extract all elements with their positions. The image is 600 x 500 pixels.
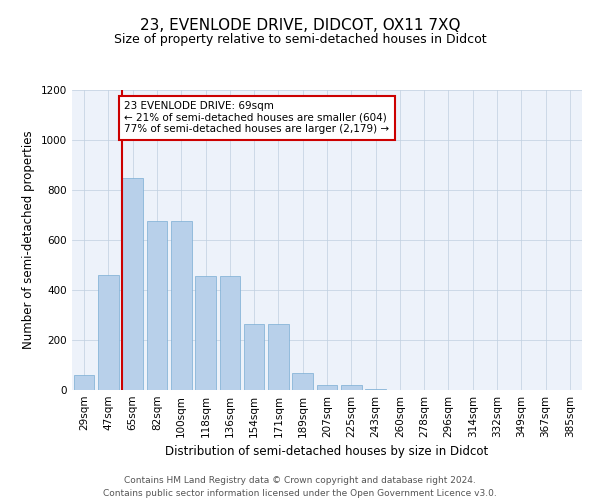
Bar bbox=[74, 375, 94, 390]
Bar bbox=[122, 178, 143, 390]
Y-axis label: Number of semi-detached properties: Number of semi-detached properties bbox=[22, 130, 35, 350]
Text: Contains HM Land Registry data © Crown copyright and database right 2024.
Contai: Contains HM Land Registry data © Crown c… bbox=[103, 476, 497, 498]
Bar bbox=[341, 385, 362, 390]
Bar bbox=[365, 389, 386, 390]
Bar bbox=[146, 221, 167, 390]
Bar bbox=[171, 221, 191, 390]
Bar bbox=[98, 275, 119, 390]
Text: Size of property relative to semi-detached houses in Didcot: Size of property relative to semi-detach… bbox=[113, 32, 487, 46]
Bar bbox=[268, 324, 289, 390]
Bar bbox=[244, 324, 265, 390]
Bar bbox=[292, 372, 313, 390]
Bar bbox=[195, 276, 216, 390]
Bar bbox=[317, 385, 337, 390]
Text: 23, EVENLODE DRIVE, DIDCOT, OX11 7XQ: 23, EVENLODE DRIVE, DIDCOT, OX11 7XQ bbox=[140, 18, 460, 32]
X-axis label: Distribution of semi-detached houses by size in Didcot: Distribution of semi-detached houses by … bbox=[166, 446, 488, 458]
Text: 23 EVENLODE DRIVE: 69sqm
← 21% of semi-detached houses are smaller (604)
77% of : 23 EVENLODE DRIVE: 69sqm ← 21% of semi-d… bbox=[124, 101, 389, 134]
Bar bbox=[220, 276, 240, 390]
